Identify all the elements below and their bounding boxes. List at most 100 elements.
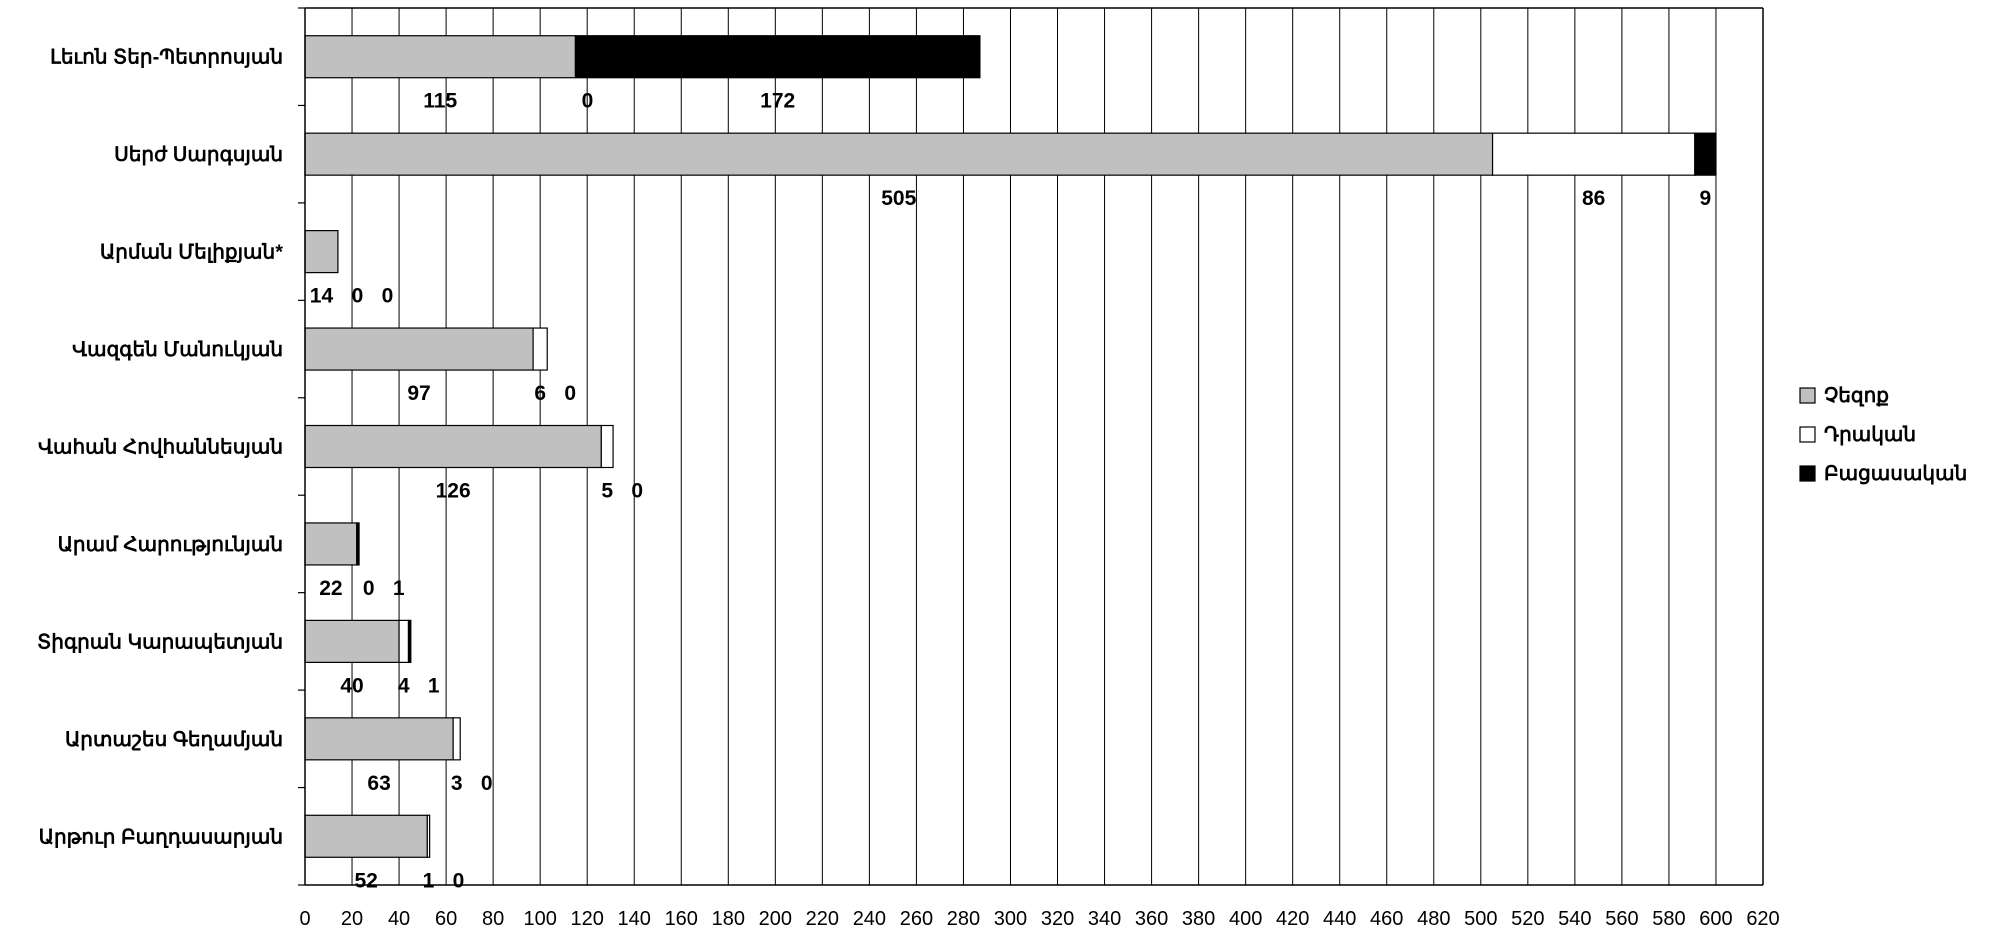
bar-segment (600, 424, 614, 469)
bar-segment (1491, 132, 1696, 176)
x-tick-label: 480 (1417, 908, 1450, 930)
bars (304, 35, 1717, 858)
data-label: 505 (881, 187, 916, 210)
bar-segment (426, 814, 431, 858)
category-label: Արամ Հարությունյան (58, 534, 283, 556)
legend-label: Չեզոք (1824, 385, 1889, 407)
bar-segment (304, 230, 339, 274)
x-tick-label: 620 (1746, 908, 1779, 930)
data-label: 0 (582, 90, 594, 113)
category-label: Սերժ Սարգսյան (114, 144, 283, 166)
category-label: Արտաշես Գեղամյան (65, 729, 283, 751)
bar-segment (304, 619, 400, 663)
legend-label: Բացասական (1824, 463, 1967, 485)
x-tick-label: 240 (853, 908, 886, 930)
bar-segment (304, 717, 454, 761)
x-tick-label: 460 (1370, 908, 1403, 930)
x-tick-label: 540 (1558, 908, 1591, 930)
bar-segment (304, 814, 428, 858)
data-label: 0 (453, 869, 465, 892)
x-tick-label: 80 (482, 908, 504, 930)
legend-label: Դրական (1824, 424, 1916, 446)
data-label: 0 (382, 285, 394, 308)
x-tick-label: 200 (759, 908, 792, 930)
bar-segment (304, 132, 1494, 176)
x-tick-label: 380 (1182, 908, 1215, 930)
x-tick-label: 600 (1699, 908, 1732, 930)
category-label: Վահան Հովհաննեսյան (38, 437, 283, 459)
bar-segment (398, 619, 410, 663)
data-label: 63 (367, 772, 390, 795)
legend-swatch (1799, 465, 1816, 482)
data-label: 0 (631, 480, 643, 503)
bar-segment (304, 35, 577, 79)
x-tick-label: 360 (1135, 908, 1168, 930)
data-label: 172 (760, 90, 795, 113)
x-axis-ticks: 0 20 40 60 80 100 120 140 160 180 200 220 240 260 280 3… (299, 908, 1779, 930)
category-labels: Լեւոն Տեր-Պետրոսյան Սերժ Սարգսյան Արման Մե… (37, 47, 283, 849)
x-tick-label: 300 (994, 908, 1027, 930)
x-tick-label: 120 (571, 908, 604, 930)
data-label: 1 (423, 869, 435, 892)
legend-swatch (1799, 426, 1816, 443)
data-label: 9 (1700, 187, 1712, 210)
x-tick-label: 0 (299, 908, 310, 930)
x-tick-label: 180 (712, 908, 745, 930)
x-tick-label: 140 (618, 908, 651, 930)
data-label: 86 (1582, 187, 1605, 210)
bar-segment (304, 327, 534, 371)
category-label: Արթուր Բաղդասարյան (39, 826, 283, 848)
x-tick-label: 220 (806, 908, 839, 930)
data-label: 115 (423, 90, 457, 113)
data-label: 126 (436, 480, 471, 503)
data-label: 1 (428, 674, 440, 697)
x-tick-label: 580 (1652, 908, 1685, 930)
bar-segment (356, 522, 360, 566)
data-label: 4 (398, 674, 410, 697)
bar-segment (407, 619, 412, 663)
category-label: Լեւոն Տեր-Պետրոսյան (50, 47, 283, 69)
x-tick-label: 100 (523, 908, 556, 930)
bar-segment (532, 327, 548, 371)
category-label: Վազգեն Մանուկյան (72, 339, 283, 361)
data-label: 40 (340, 674, 363, 697)
data-label: 0 (564, 382, 576, 405)
x-tick-label: 20 (341, 908, 363, 930)
x-tick-label: 60 (435, 908, 457, 930)
bar-segment (452, 717, 461, 761)
data-label: 22 (319, 577, 342, 600)
x-tick-label: 40 (388, 908, 410, 930)
bar-segment (1694, 132, 1717, 176)
x-tick-label: 400 (1229, 908, 1262, 930)
data-label: 0 (352, 285, 364, 308)
bar-segment (304, 424, 602, 469)
x-tick-label: 520 (1511, 908, 1544, 930)
axes (298, 7, 1764, 886)
x-tick-label: 320 (1041, 908, 1074, 930)
x-tick-label: 280 (947, 908, 980, 930)
data-label: 6 (534, 382, 546, 405)
data-label: 3 (451, 772, 463, 795)
x-tick-label: 500 (1464, 908, 1497, 930)
legend-swatch (1799, 387, 1816, 404)
data-label: 52 (354, 869, 377, 892)
x-tick-label: 560 (1605, 908, 1638, 930)
x-tick-label: 420 (1276, 908, 1309, 930)
data-label: 5 (601, 480, 613, 503)
data-label: 14 (310, 285, 334, 308)
bar-segment (574, 35, 981, 79)
data-label: 0 (363, 577, 375, 600)
x-tick-label: 260 (900, 908, 933, 930)
data-label: 97 (407, 382, 430, 405)
bar-segment (304, 522, 358, 566)
data-label: 1 (393, 577, 405, 600)
x-tick-label: 160 (665, 908, 698, 930)
x-tick-label: 340 (1088, 908, 1121, 930)
legend: Չեզոք Դրական Բացասական (1799, 385, 1967, 485)
category-label: Արման Մելիքյան* (100, 242, 283, 264)
data-label: 0 (481, 772, 493, 795)
category-label: Տիգրան Կարապետյան (37, 631, 283, 653)
x-tick-label: 440 (1323, 908, 1356, 930)
